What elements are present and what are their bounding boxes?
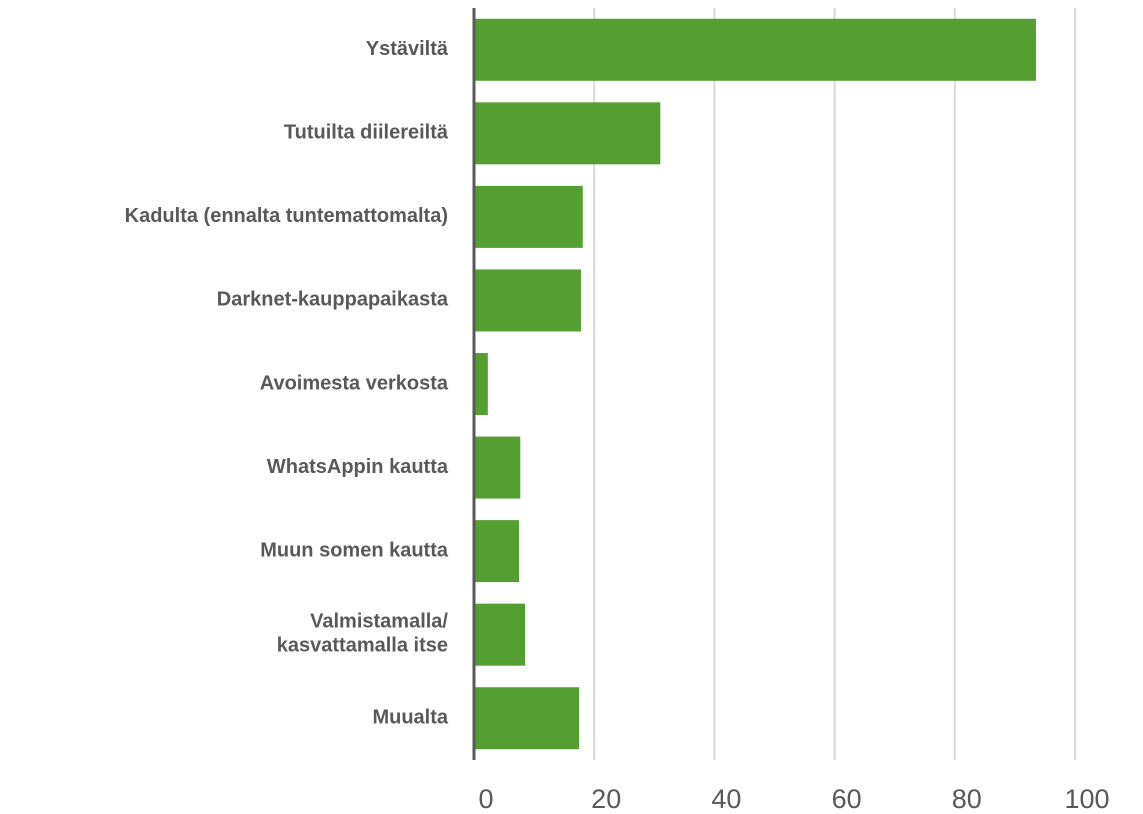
x-tick-label: 60 xyxy=(832,784,862,814)
y-tick-label: WhatsAppin kautta xyxy=(267,456,449,478)
y-tick-label: Valmistamalla/kasvattamalla itse xyxy=(277,611,449,657)
y-tick-label: Darknet-kauppapaikasta xyxy=(217,289,449,311)
bar xyxy=(474,436,521,499)
y-tick-label: Muualta xyxy=(372,707,448,729)
bar xyxy=(474,687,580,750)
bar xyxy=(474,353,488,415)
bar xyxy=(474,102,661,165)
bar xyxy=(474,18,1036,81)
y-tick-label: Kadulta (ennalta tuntemattomalta) xyxy=(125,205,448,227)
y-tick-label: Avoimesta verkosta xyxy=(260,372,449,394)
bar xyxy=(474,603,526,666)
x-tick-label: 0 xyxy=(478,784,493,814)
y-tick-label: Tutuilta diilereiltä xyxy=(284,122,449,144)
x-tick-label: 40 xyxy=(711,784,741,814)
x-tick-label: 100 xyxy=(1064,784,1109,814)
x-tick-label: 20 xyxy=(591,784,621,814)
y-tick-label: Muun somen kautta xyxy=(260,539,449,561)
bar xyxy=(474,269,581,332)
y-tick-label: Ystäviltä xyxy=(366,38,449,60)
bar xyxy=(474,520,520,583)
bar xyxy=(474,185,583,248)
x-tick-label: 80 xyxy=(952,784,982,814)
